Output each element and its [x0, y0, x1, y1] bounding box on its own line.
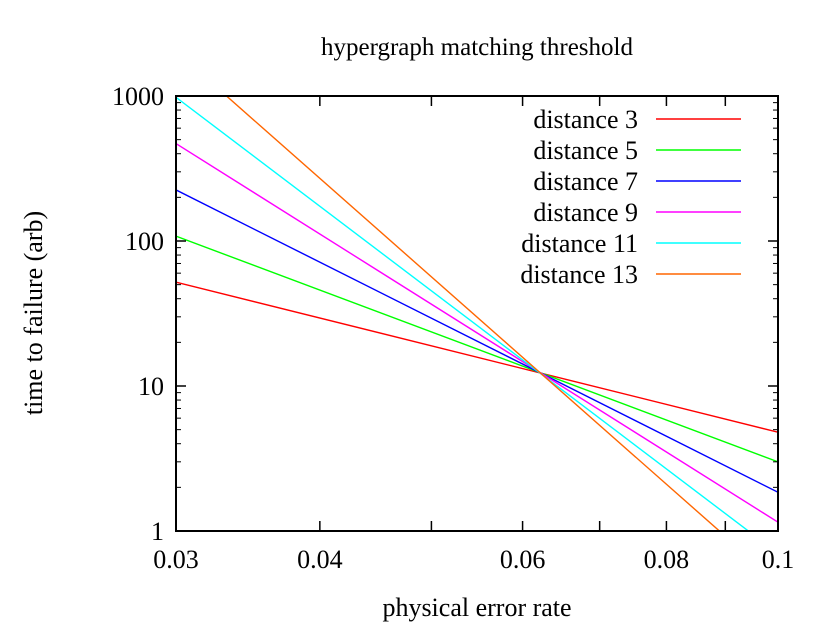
legend-label-distance-7: distance 7: [533, 167, 638, 196]
legend-label-distance-5: distance 5: [533, 136, 638, 165]
legend-label-distance-9: distance 9: [533, 198, 638, 227]
series-line-distance-3: [176, 281, 778, 433]
x-tick-label: 0.08: [644, 545, 690, 574]
series-layer: [176, 96, 778, 531]
chart-title: hypergraph matching threshold: [321, 34, 633, 61]
legend-label-distance-13: distance 13: [520, 260, 638, 289]
series-line-distance-5: [176, 235, 778, 463]
x-tick-label: 0.1: [762, 545, 795, 574]
series-line-distance-7: [176, 189, 778, 493]
series-line-distance-13: [225, 96, 721, 531]
y-tick-label: 1: [151, 517, 164, 546]
y-axis-label: time to failure (arb): [19, 211, 48, 415]
y-tick-label: 10: [138, 372, 164, 401]
y-tick-label: 1000: [112, 82, 164, 111]
ticks-layer: 0.03 0.04 0.06 0.08 0.1 1 10 100 1000: [112, 82, 794, 574]
legend-label-distance-3: distance 3: [533, 105, 638, 134]
series-line-distance-9: [176, 142, 778, 523]
series-line-distance-11: [176, 96, 750, 531]
x-tick-label: 0.06: [500, 545, 546, 574]
legend-label-distance-11: distance 11: [521, 229, 638, 258]
plot-frame: [175, 95, 779, 532]
x-tick-label: 0.04: [297, 545, 343, 574]
y-tick-label: 100: [125, 227, 164, 256]
x-tick-label: 0.03: [153, 545, 199, 574]
x-axis-label: physical error rate: [382, 593, 571, 622]
